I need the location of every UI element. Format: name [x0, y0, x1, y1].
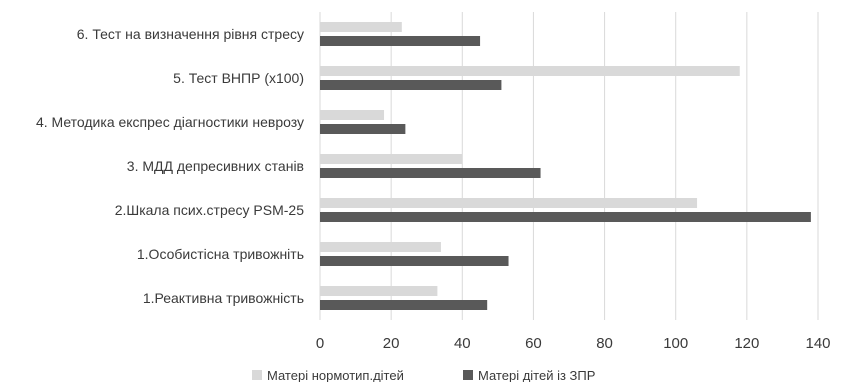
x-tick-label: 100: [663, 335, 688, 352]
legend-swatch-zpr: [463, 370, 473, 380]
bar-normotypical: [320, 242, 441, 252]
category-label: 5. Тест ВНПР (х100): [173, 70, 304, 86]
legend-label-normotypical: Матері нормотип.дітей: [267, 368, 404, 382]
category-label: 3. МДД депресивних станів: [127, 158, 304, 174]
grid-lines: [319, 12, 819, 320]
bar-zpr: [320, 168, 541, 178]
bar-zpr: [320, 256, 509, 266]
category-label: 1.Особистісна тривожніть: [137, 246, 304, 262]
bar-normotypical: [320, 154, 463, 164]
bar-normotypical: [320, 198, 698, 208]
x-tick-label: 0: [316, 335, 324, 352]
legend-swatch-normotypical: [252, 370, 262, 380]
x-tick-label: 20: [383, 335, 400, 352]
bar-normotypical: [320, 66, 740, 76]
bar-zpr: [320, 300, 488, 310]
legend: Матері нормотип.дітей Матері дітей із ЗП…: [252, 368, 595, 382]
legend-label-zpr: Матері дітей із ЗПР: [478, 368, 595, 382]
category-label: 2.Шкала псих.стресу PSM-25: [115, 202, 305, 218]
category-label: 1.Реактивна тривожність: [143, 290, 304, 306]
x-tick-label: 120: [734, 335, 759, 352]
bar-zpr: [320, 124, 406, 134]
bar-zpr: [320, 80, 502, 90]
category-label: 4. Методика експрес діагностики неврозу: [36, 114, 304, 130]
bar-normotypical: [320, 286, 438, 296]
bar-normotypical: [320, 22, 402, 32]
x-tick-label: 60: [525, 335, 542, 352]
x-tick-label: 80: [596, 335, 613, 352]
x-axis-tick-labels: 0 20 40 60 80 100 120 140: [316, 335, 831, 352]
bars: [320, 22, 811, 310]
x-tick-label: 40: [454, 335, 471, 352]
bar-zpr: [320, 212, 811, 222]
category-labels: 6. Тест на визначення рівня стресу 5. Тес…: [36, 26, 304, 306]
bar-zpr: [320, 36, 481, 46]
x-tick-label: 140: [805, 335, 830, 352]
category-label: 6. Тест на визначення рівня стресу: [77, 26, 304, 42]
bar-normotypical: [320, 110, 385, 120]
